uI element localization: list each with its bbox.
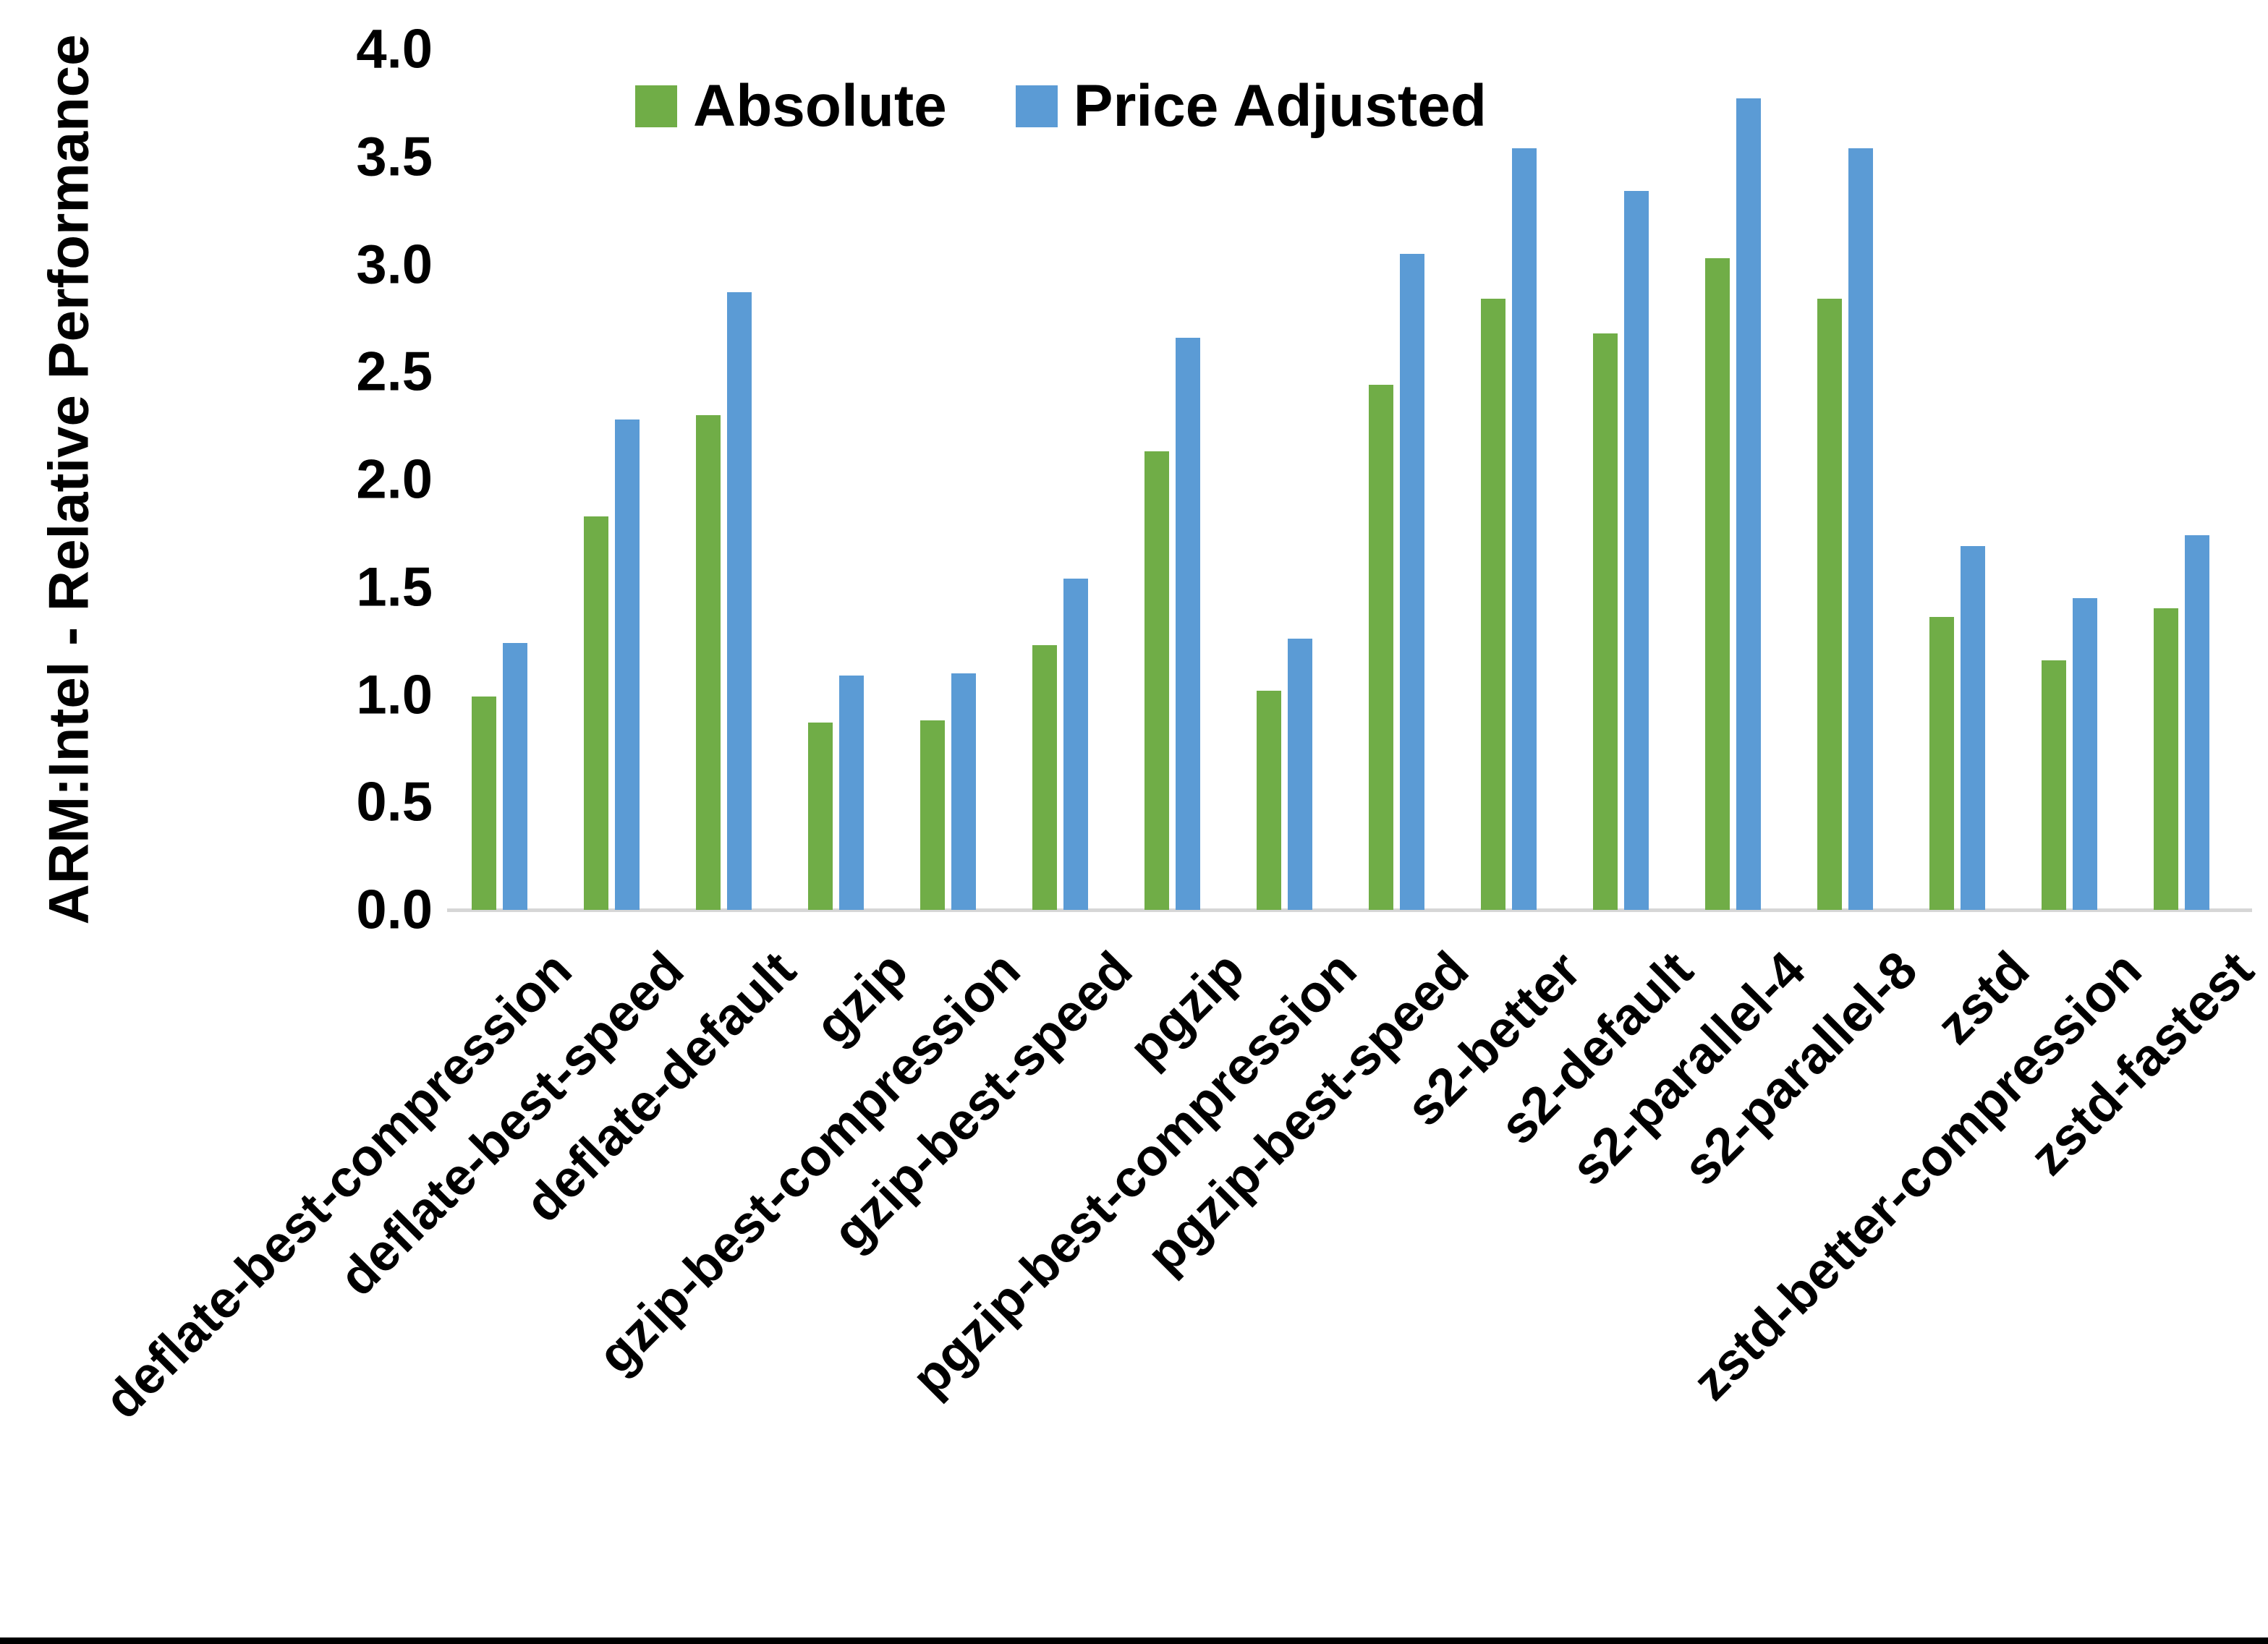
y-tick-label-0.5: 0.5 bbox=[356, 771, 433, 833]
bar-price-adjusted-s2-default bbox=[1624, 191, 1649, 910]
y-tick-label-2.5: 2.5 bbox=[356, 341, 433, 403]
bar-price-adjusted-gzip-best-speed bbox=[1063, 579, 1088, 910]
bar-price-adjusted-deflate-default bbox=[727, 292, 752, 910]
bar-price-adjusted-gzip bbox=[839, 676, 864, 910]
y-tick-label-0.0: 0.0 bbox=[356, 879, 433, 941]
bar-absolute-deflate-default bbox=[696, 415, 721, 910]
bar-absolute-s2-default bbox=[1593, 333, 1618, 910]
bar-absolute-deflate-best-speed bbox=[584, 516, 608, 910]
x-axis-baseline bbox=[447, 908, 2252, 912]
y-tick-label-4.0: 4.0 bbox=[356, 18, 433, 80]
bar-absolute-zstd-fastest bbox=[2154, 608, 2178, 910]
bar-price-adjusted-deflate-best-speed bbox=[615, 419, 640, 910]
y-tick-label-2.0: 2.0 bbox=[356, 448, 433, 511]
legend-item-price-adjusted: Price Adjusted bbox=[1015, 72, 1487, 140]
bar-price-adjusted-s2-better bbox=[1512, 148, 1537, 910]
bar-price-adjusted-zstd bbox=[1961, 546, 1985, 910]
legend-label: Absolute bbox=[693, 73, 947, 139]
y-tick-label-1.5: 1.5 bbox=[356, 556, 433, 618]
bar-price-adjusted-gzip-best-compression bbox=[951, 673, 976, 910]
bar-absolute-gzip-best-compression bbox=[920, 720, 945, 910]
y-tick-label-3.0: 3.0 bbox=[356, 234, 433, 295]
bar-absolute-gzip-best-speed bbox=[1032, 645, 1057, 910]
legend-swatch-icon bbox=[635, 85, 677, 127]
bar-price-adjusted-deflate-best-compression bbox=[503, 643, 527, 910]
legend-label: Price Adjusted bbox=[1073, 73, 1487, 139]
bar-absolute-s2-better bbox=[1481, 299, 1505, 910]
legend: Absolute Price Adjusted bbox=[635, 72, 1487, 140]
bar-price-adjusted-pgzip-best-speed bbox=[1400, 254, 1424, 910]
bar-price-adjusted-s2-parallel-8 bbox=[1848, 148, 1873, 910]
bar-absolute-deflate-best-compression bbox=[472, 697, 496, 910]
bar-absolute-s2-parallel-8 bbox=[1817, 299, 1842, 910]
bar-absolute-pgzip bbox=[1144, 451, 1169, 910]
bar-price-adjusted-zstd-fastest bbox=[2185, 535, 2209, 910]
bar-absolute-s2-parallel-4 bbox=[1705, 258, 1730, 910]
bar-price-adjusted-pgzip-best-compression bbox=[1288, 639, 1312, 910]
y-tick-label-3.5: 3.5 bbox=[356, 126, 433, 188]
bar-absolute-pgzip-best-speed bbox=[1369, 385, 1393, 910]
bar-absolute-pgzip-best-compression bbox=[1257, 691, 1281, 910]
bar-price-adjusted-s2-parallel-4 bbox=[1736, 98, 1761, 910]
legend-item-absolute: Absolute bbox=[635, 72, 947, 140]
bar-absolute-zstd bbox=[1929, 617, 1954, 910]
legend-swatch-icon bbox=[1015, 85, 1058, 127]
y-tick-label-1.0: 1.0 bbox=[356, 664, 433, 725]
bar-price-adjusted-zstd-better-compression bbox=[2073, 598, 2097, 910]
bar-absolute-gzip bbox=[808, 723, 833, 910]
bar-absolute-zstd-better-compression bbox=[2042, 660, 2066, 910]
bar-price-adjusted-pgzip bbox=[1176, 338, 1200, 910]
